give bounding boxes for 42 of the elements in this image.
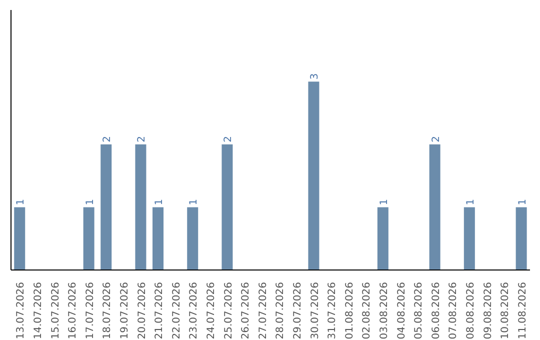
- x-tick-label: 02.08.2026: [362, 282, 373, 340]
- x-tick-label: 22.07.2026: [171, 282, 182, 340]
- x-tick-label: 05.08.2026: [414, 282, 425, 340]
- x-tick-label: 19.07.2026: [119, 282, 130, 340]
- x-tick-label: 06.08.2026: [430, 282, 442, 340]
- data-label: 1: [154, 198, 166, 206]
- x-tick-label: 30.07.2026: [310, 282, 321, 340]
- x-tick-label: 26.07.2026: [240, 282, 252, 340]
- data-label: 1: [84, 198, 96, 206]
- data-label: 2: [223, 136, 234, 142]
- x-tick-label: 07.08.2026: [448, 282, 460, 340]
- data-label: 2: [430, 136, 442, 142]
- data-label: 2: [136, 136, 148, 142]
- x-tick-label: 01.08.2026: [344, 282, 356, 340]
- x-tick-label: 09.08.2026: [482, 282, 494, 340]
- x-tick-label: 20.07.2026: [136, 282, 148, 340]
- x-tick-label: 08.08.2026: [465, 282, 476, 340]
- x-tick-label: 11.08.2026: [517, 282, 528, 340]
- x-tick-label: 17.07.2026: [84, 282, 96, 340]
- x-tick-label: 16.07.2026: [68, 282, 79, 340]
- data-label: 3: [310, 73, 321, 80]
- data-label: 2: [102, 136, 114, 142]
- data-label: 1: [188, 198, 200, 206]
- x-tick-label: 04.08.2026: [396, 282, 408, 340]
- x-tick-label: 23.07.2026: [188, 282, 200, 340]
- x-tick-label: 25.07.2026: [223, 282, 234, 340]
- x-tick-label: 31.07.2026: [327, 282, 338, 340]
- data-label: 1: [378, 198, 390, 206]
- x-tick-label: 03.08.2026: [378, 282, 390, 340]
- x-tick-label: 24.07.2026: [206, 282, 217, 340]
- x-tick-label: 10.08.2026: [500, 282, 512, 340]
- data-label: 1: [16, 198, 27, 206]
- data-label: 1: [517, 198, 528, 206]
- data-label: 1: [465, 198, 476, 206]
- x-tick-label: 21.07.2026: [154, 282, 166, 340]
- x-tick-label: 18.07.2026: [102, 282, 114, 340]
- x-tick-label: 14.07.2026: [32, 282, 44, 340]
- x-tick-label: 29.07.2026: [292, 282, 304, 340]
- x-tick-label: 13.07.2026: [16, 282, 27, 340]
- x-tick-label: 15.07.2026: [50, 282, 62, 340]
- x-tick-label: 28.07.2026: [275, 282, 286, 340]
- x-tick-label: 27.07.2026: [258, 282, 269, 340]
